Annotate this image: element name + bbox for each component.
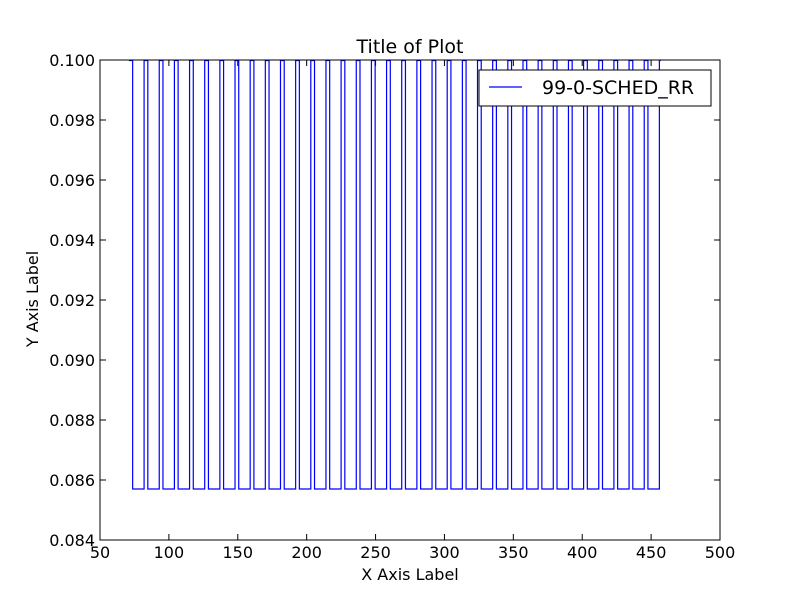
x-tick-label: 150 [223,543,254,562]
y-tick-label: 0.088 [49,411,95,430]
chart-title: Title of Plot [356,36,464,58]
plot-area [128,59,661,490]
x-tick-label: 400 [567,543,598,562]
x-tick-label: 500 [705,543,736,562]
legend-box [478,69,712,107]
x-tick-label: 450 [636,543,667,562]
y-tick-label: 0.096 [49,171,95,190]
series-line [128,59,661,490]
y-tick-label: 0.098 [49,111,95,130]
y-tick-label: 0.090 [49,351,95,370]
y-tick-label: 0.086 [49,471,95,490]
y-tick-label: 0.100 [49,51,95,70]
x-tick-label: 350 [498,543,529,562]
x-tick-label: 300 [429,543,460,562]
legend-label: 99-0-SCHED_RR [542,77,694,99]
legend: 99-0-SCHED_RR [478,69,712,107]
y-axis-label: Y Axis Label [23,251,42,348]
x-axis-label: X Axis Label [361,565,459,584]
y-axis-ticks: 0.084 0.086 0.088 0.090 0.092 0.094 0.096 0.098… [49,51,720,550]
x-tick-label: 50 [90,543,110,562]
plot-frame [99,59,721,541]
y-tick-label: 0.094 [49,231,95,250]
y-tick-label: 0.084 [49,531,95,550]
x-axis-ticks: 50 100 150 200 250 300 350 400 450 500 [90,60,735,562]
y-tick-label: 0.092 [49,291,95,310]
x-tick-label: 250 [360,543,391,562]
x-tick-label: 200 [291,543,322,562]
x-tick-label: 100 [154,543,185,562]
